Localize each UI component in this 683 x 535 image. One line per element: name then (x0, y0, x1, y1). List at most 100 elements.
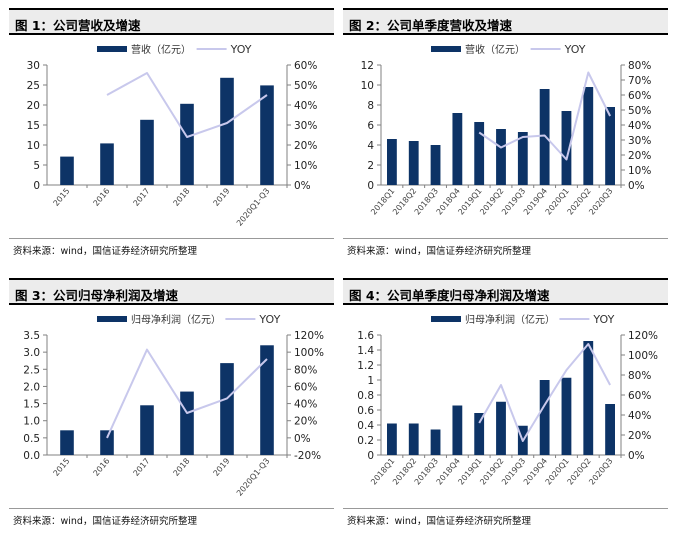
x-axis-label: 2016 (92, 187, 112, 208)
bar (452, 113, 463, 185)
x-axis-label: 2019 (212, 187, 232, 208)
figure-1: 图 1：公司营收及增速 营收（亿元） YOY 0 5 10 15 20 25 30 0% 10% 20… (9, 8, 334, 263)
left-axis-label: 0 (33, 180, 40, 192)
bar (561, 111, 572, 185)
bar (430, 145, 441, 185)
left-axis-label: 10 (27, 140, 40, 152)
figure-4: 图 4：公司单季度归母净利润及增速 归母净利润（亿元） YOY 0 0.2 0.4 0.6… (343, 278, 668, 533)
bar (100, 143, 114, 185)
divider (343, 508, 668, 509)
bar (605, 404, 615, 455)
bar (583, 341, 594, 455)
figure-title-bar: 图 4：公司单季度归母净利润及增速 (343, 278, 668, 305)
left-axis-label: 2.0 (23, 381, 40, 393)
left-axis-label: 0 (367, 180, 374, 192)
bar (408, 141, 419, 185)
left-axis-label: 2.5 (23, 364, 40, 376)
figure-title-bar: 图 2：公司单季度营收及增速 (343, 8, 668, 35)
quarterly-revenue-chart: 营收（亿元） YOY 0 2 4 6 8 10 12 0% 10% 20% 30% 40% 50% 60% 70… (361, 43, 652, 217)
left-axis-label: 3.0 (23, 347, 40, 359)
bar (408, 423, 419, 455)
legend-swatch-bars (97, 316, 127, 322)
right-axis-label: -20% (294, 450, 321, 462)
x-axis-label: 2016 (92, 457, 112, 478)
yoy-line (106, 72, 268, 138)
figure-2: 图 2：公司单季度营收及增速 营收（亿元） YOY 0 2 4 6 8 10 12 0% 10% 20… (343, 8, 668, 263)
x-axis-label: 2017 (132, 457, 152, 478)
yoy-line (106, 348, 268, 439)
legend-label-line: YOY (258, 313, 280, 326)
legend-swatch-bars (97, 46, 127, 52)
x-axis-label: 2018 (172, 187, 192, 208)
bar (260, 345, 274, 455)
right-axis-label: 80% (628, 60, 651, 72)
bar (539, 380, 550, 455)
left-axis-label: 25 (27, 80, 40, 92)
bar (517, 132, 528, 185)
bar (430, 429, 441, 455)
x-axis-label: 2018 (172, 457, 192, 478)
right-axis-label: 100% (628, 350, 658, 362)
figure-3: 图 3：公司归母净利润及增速 归母净利润（亿元） YOY 0.0 0.5 1.0 1.5 2… (9, 278, 334, 533)
bar (60, 156, 74, 185)
quarterly-net-profit-chart: 归母净利润（亿元） YOY 0 0.2 0.4 0.6 0.8 1 1.2 1.4 1.6 0% 20%… (357, 313, 658, 487)
left-axis-label: 1 (367, 375, 374, 387)
legend-label-line: YOY (230, 43, 252, 56)
right-axis-label: 30% (628, 135, 651, 147)
x-axis-label: 2020Q3 (587, 457, 614, 487)
right-axis-label: 30% (294, 120, 317, 132)
right-axis-label: 60% (628, 390, 651, 402)
bar (180, 103, 194, 185)
x-axis-label: 2020Q1-Q3 (235, 187, 272, 228)
right-axis-label: 120% (628, 330, 658, 342)
legend-label-line: YOY (592, 313, 614, 326)
bar (583, 87, 594, 185)
bar (387, 423, 397, 455)
right-axis-label: 50% (294, 80, 317, 92)
left-axis-label: 5 (33, 160, 40, 172)
net-profit-chart: 归母净利润（亿元） YOY 0.0 0.5 1.0 1.5 2.0 2.5 3.0 3.5 -20%… (23, 313, 324, 498)
left-axis-label: 30 (27, 60, 40, 72)
right-axis-label: 0% (294, 433, 311, 445)
source-note: 资料来源：wind，国信证券经济研究所整理 (347, 246, 531, 257)
bar (220, 363, 234, 455)
divider (9, 238, 334, 239)
left-axis-label: 10 (361, 80, 374, 92)
bar (605, 107, 615, 185)
divider (343, 238, 668, 239)
x-axis-label: 2020Q3 (587, 187, 614, 217)
bar (387, 139, 397, 185)
bar (474, 122, 485, 185)
right-axis-label: 70% (628, 75, 651, 87)
left-axis-label: 0.4 (357, 420, 374, 432)
right-axis-label: 40% (628, 410, 651, 422)
figure-title: 图 4：公司单季度归母净利润及增速 (349, 288, 550, 303)
left-axis-label: 1.5 (23, 399, 40, 411)
left-axis-label: 1.0 (23, 416, 40, 428)
left-axis-label: 1.6 (357, 330, 374, 342)
bar (140, 405, 154, 455)
figure-title-bar: 图 3：公司归母净利润及增速 (9, 278, 334, 305)
left-axis-label: 2 (367, 160, 374, 172)
bar (100, 430, 114, 455)
right-axis-label: 40% (294, 399, 317, 411)
x-axis-label: 2015 (52, 457, 72, 478)
right-axis-label: 120% (294, 330, 324, 342)
figure-title-bar: 图 1：公司营收及增速 (9, 8, 334, 35)
right-axis-label: 60% (294, 381, 317, 393)
bar (496, 401, 506, 455)
yoy-line (478, 343, 611, 442)
right-axis-label: 50% (628, 105, 651, 117)
right-axis-label: 60% (294, 60, 317, 72)
right-axis-label: 40% (294, 100, 317, 112)
right-axis-label: 80% (294, 364, 317, 376)
bar (140, 119, 154, 185)
x-axis-label: 2019 (212, 457, 232, 478)
bar (220, 77, 234, 185)
figure-title: 图 1：公司营收及增速 (15, 18, 141, 33)
revenue-chart: 营收（亿元） YOY 0 5 10 15 20 25 30 0% 10% 20% 30% 40% 50% 60… (27, 43, 318, 228)
right-axis-label: 20% (294, 416, 317, 428)
right-axis-label: 0% (294, 180, 311, 192)
left-axis-label: 4 (367, 140, 374, 152)
legend-label-bars: 归母净利润（亿元） (131, 313, 221, 326)
